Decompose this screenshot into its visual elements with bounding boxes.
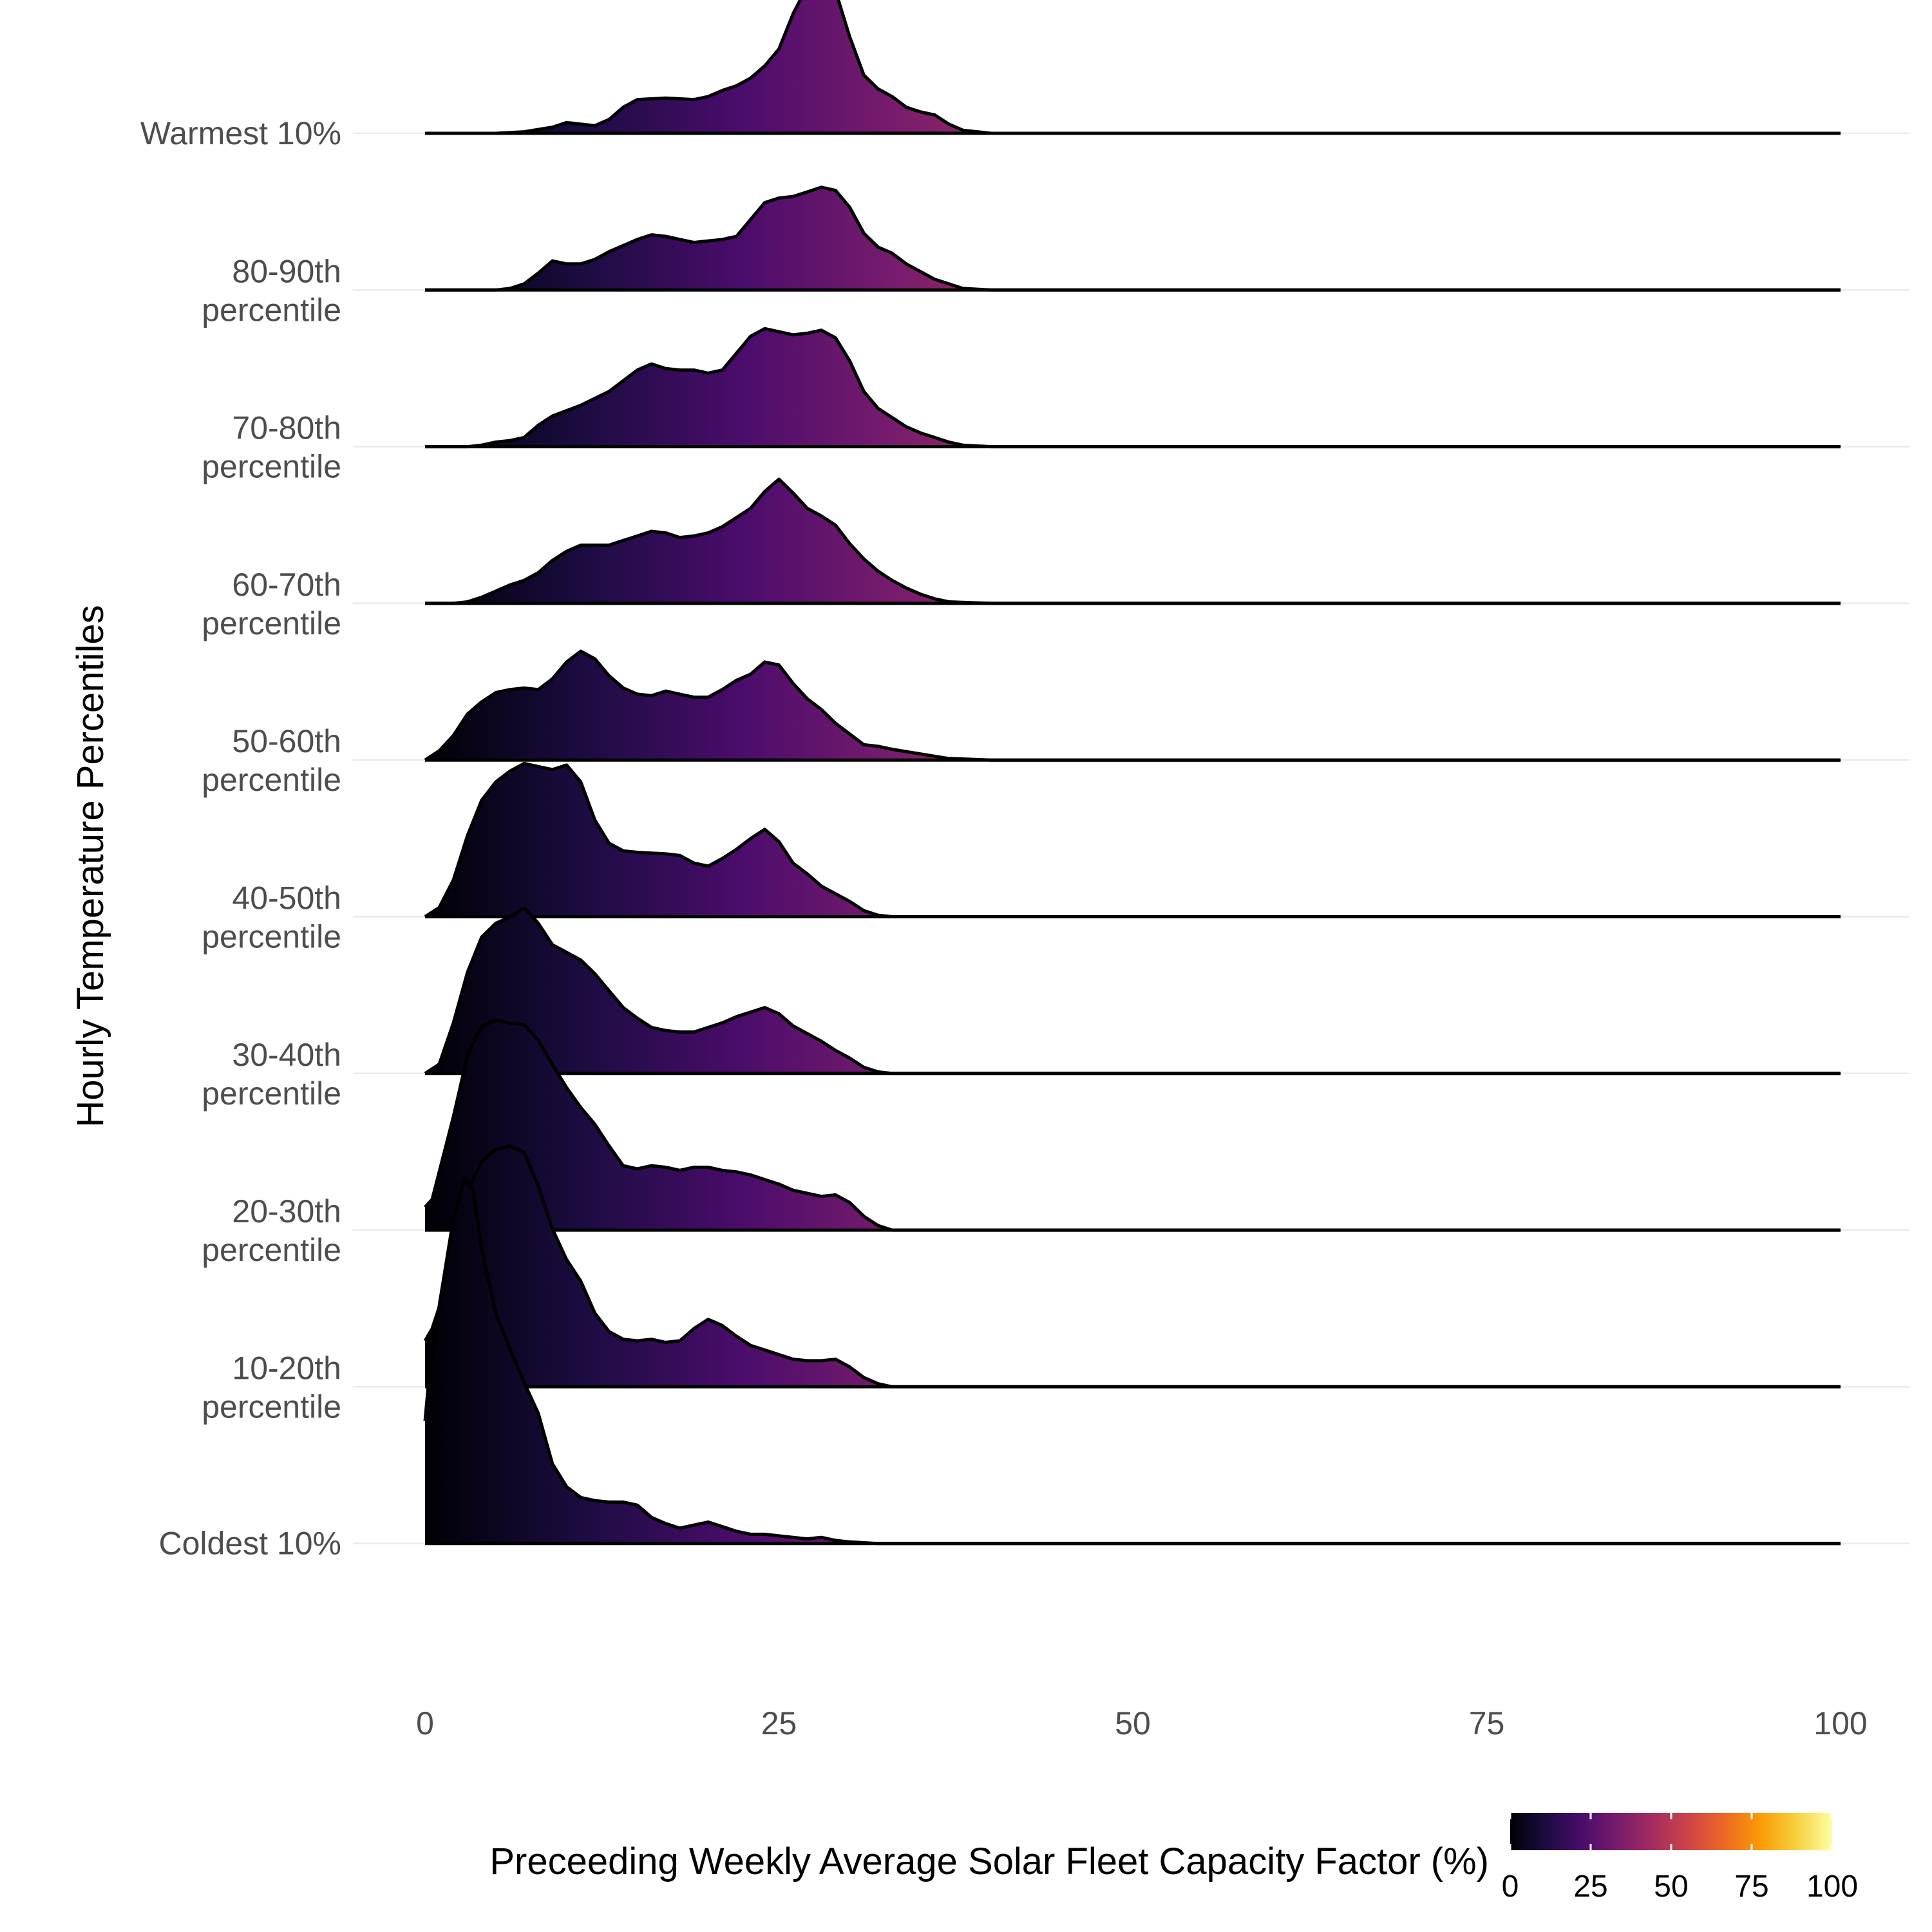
y-tick-label: 60-70th percentile	[202, 567, 341, 641]
x-axis-title: Preceeding Weekly Average Solar Fleet Ca…	[489, 1841, 1489, 1882]
y-tick-label: 40-50th percentile	[202, 880, 341, 955]
ridge-area	[425, 1179, 1841, 1544]
ridge-series	[423, 1177, 1841, 1546]
ridge-series	[425, 185, 1841, 292]
ridge-area	[425, 0, 1841, 133]
y-tick-label: 70-80th percentile	[202, 410, 341, 485]
ridge-outline	[424, 906, 1841, 1075]
ridge-outline	[424, 649, 1841, 762]
ridge-outline	[424, 1018, 1841, 1232]
y-tick-label: 10-20th percentile	[202, 1350, 341, 1425]
y-tick-label: 50-60th percentile	[202, 723, 341, 798]
x-tick-label: 100	[1814, 1705, 1867, 1741]
ridges	[423, 0, 1841, 1546]
ridge-outline	[425, 0, 1841, 135]
ridge-outline	[425, 327, 1841, 449]
ridge-outline	[425, 477, 1841, 605]
ridge-series	[425, 0, 1841, 135]
colorbar-label: 100	[1806, 1870, 1858, 1904]
y-tick-labels: Warmest 10% 80-90th percentile 70-80th perce…	[140, 115, 341, 1562]
y-axis-title: Hourly Temperature Percentiles	[70, 605, 111, 1127]
y-tick-label: Warmest 10%	[140, 115, 341, 151]
ridge-area	[425, 187, 1841, 290]
x-tick-label: 75	[1469, 1705, 1505, 1741]
ridge-area	[425, 1146, 1841, 1387]
ridge-outline	[423, 1144, 1841, 1388]
ridge-outline	[424, 762, 1841, 918]
y-tick-label: 30-40th percentile	[202, 1037, 341, 1112]
ridge-area	[425, 763, 1841, 917]
colorbar-label: 75	[1734, 1870, 1768, 1904]
ridge-outline	[425, 185, 1841, 292]
ridge-series	[425, 477, 1841, 605]
x-tick-labels: 0 25 50 75 100	[416, 1705, 1868, 1741]
ridge-area	[425, 1020, 1841, 1231]
y-tick-label: Coldest 10%	[159, 1526, 342, 1562]
colorbar-ticks: 0 25 50 75 100	[1502, 1813, 1858, 1904]
colorbar-label: 0	[1502, 1870, 1519, 1904]
ridge-series	[423, 1144, 1841, 1388]
ridge-series	[424, 906, 1841, 1075]
x-tick-label: 50	[1115, 1705, 1151, 1741]
colorbar-label: 50	[1654, 1870, 1688, 1904]
x-tick-label: 25	[761, 1705, 797, 1741]
ridge-series	[424, 649, 1841, 762]
color-legend: 0 25 50 75 100	[1502, 1813, 1858, 1904]
ridge-series	[425, 327, 1841, 449]
ridge-outline	[423, 1177, 1841, 1546]
ridge-area	[425, 328, 1841, 447]
ridge-series	[424, 1018, 1841, 1232]
y-tick-label: 80-90th percentile	[202, 253, 341, 328]
y-tick-label: 20-30th percentile	[202, 1193, 341, 1268]
ridge-area	[425, 479, 1841, 603]
x-tick-label: 0	[416, 1705, 434, 1741]
ridge-area	[425, 651, 1841, 761]
colorbar-label: 25	[1573, 1870, 1607, 1904]
ridge-series	[424, 762, 1841, 918]
ridge-area	[425, 907, 1841, 1074]
